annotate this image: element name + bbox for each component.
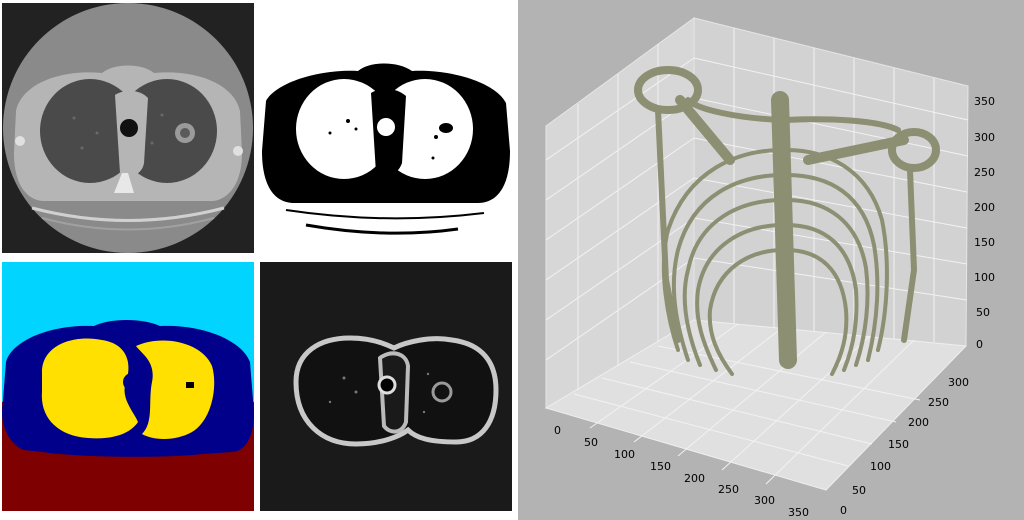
y-tick: 150 — [888, 438, 909, 451]
z-tick: 50 — [976, 306, 990, 319]
binary-mask-image — [258, 3, 514, 253]
skeleton-3d-plot: 0 50 100 150 200 250 300 350 0 50 100 15… — [518, 0, 1024, 520]
x-tick: 150 — [650, 460, 671, 473]
x-tick: 200 — [684, 472, 705, 485]
y-tick: 300 — [948, 376, 969, 389]
edge-detection-image — [260, 262, 512, 511]
ct-slice-image — [2, 3, 254, 253]
x-tick: 250 — [718, 483, 739, 496]
right-lung-region — [41, 338, 138, 439]
y-axis-ticks: 0 50 100 150 200 250 300 — [840, 376, 969, 517]
airway-region — [123, 373, 141, 391]
y-tick: 250 — [928, 396, 949, 409]
ribcage-mesh — [634, 66, 940, 376]
x-tick: 100 — [614, 448, 635, 461]
x-tick: 50 — [584, 436, 598, 449]
left-lung-region — [136, 340, 215, 439]
y-tick: 200 — [908, 416, 929, 429]
x-tick: 350 — [788, 506, 809, 519]
x-tick: 300 — [754, 494, 775, 507]
z-axis-ticks: 0 50 100 150 200 250 300 350 — [974, 95, 995, 351]
z-tick: 350 — [974, 95, 995, 108]
y-tick: 0 — [840, 504, 847, 517]
x-axis-ticks: 0 50 100 150 200 250 300 350 — [554, 424, 809, 519]
z-tick: 250 — [974, 166, 995, 179]
z-tick: 100 — [974, 271, 995, 284]
y-tick: 50 — [852, 484, 866, 497]
z-tick: 300 — [974, 131, 995, 144]
z-tick: 150 — [974, 236, 995, 249]
segmentation-image — [2, 262, 254, 511]
y-tick: 100 — [870, 460, 891, 473]
x-tick: 0 — [554, 424, 561, 437]
z-tick: 200 — [974, 201, 995, 214]
z-tick: 0 — [976, 338, 983, 351]
